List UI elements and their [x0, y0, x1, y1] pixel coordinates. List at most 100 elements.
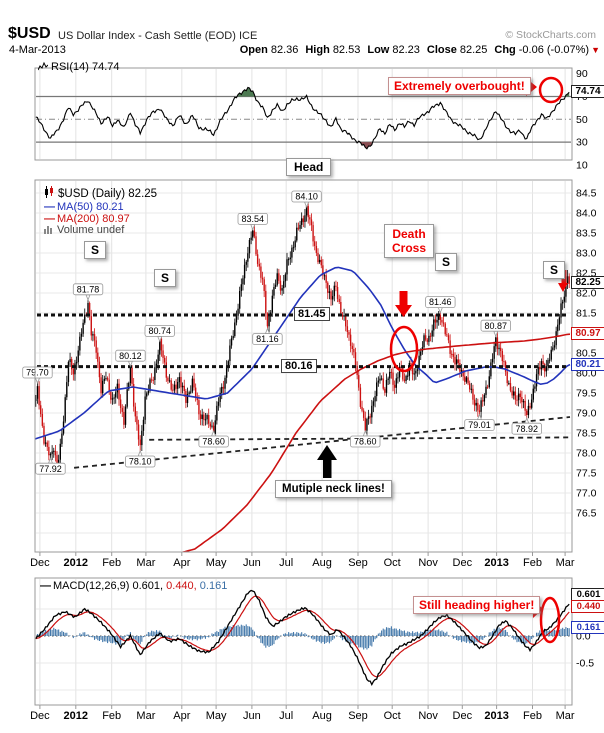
chart-title: US Dollar Index - Cash Settle (EOD) ICE [58, 30, 258, 42]
chg-value: -0.06 (-0.07%) [518, 44, 590, 56]
price-callout-label: 81.46 [429, 297, 452, 307]
stockcharts-credit: © StockCharts.com [505, 29, 596, 41]
price-callout [350, 435, 381, 448]
axis-label: 84.5 [576, 188, 597, 200]
ticker-symbol: $USD [8, 25, 51, 42]
right-shoulder-label: S [435, 253, 458, 271]
price-callout-label: 78.60 [202, 437, 225, 447]
price-callout-label: 79.70 [26, 368, 49, 378]
ma50-value-box: 80.21 [571, 358, 604, 371]
month-label: Mar [556, 710, 575, 722]
price-callout-label: 81.78 [77, 284, 100, 294]
quote-row: Open 82.36 High 82.53 Low 82.23 Close 82.25 Chg -… [233, 44, 600, 56]
rsi-line [35, 86, 570, 150]
axis-label: 83.5 [576, 228, 597, 240]
price-callout-label: 80.74 [149, 326, 172, 336]
low-value: 82.23 [392, 44, 420, 56]
ma200-legend-label: MA(200) 80.97 [57, 213, 130, 225]
month-label: 2013 [484, 710, 508, 722]
left-shoulder-label: S [84, 241, 107, 259]
price-callout [125, 455, 156, 468]
price-callout [115, 349, 146, 362]
rsi-zone-fill [238, 87, 255, 97]
axis-label: 84.0 [576, 208, 597, 220]
month-label: Feb [523, 710, 542, 722]
price-callout-label: 77.92 [39, 464, 62, 474]
price-callout-label: 80.87 [485, 321, 508, 331]
price-callout [480, 319, 511, 332]
macd-signal-value: 0.440, [166, 580, 197, 592]
ma50-legend: — MA(50) 80.21 [44, 201, 124, 213]
month-label: Aug [312, 557, 332, 569]
axis-label: 10 [576, 159, 588, 171]
month-label: Nov [418, 557, 438, 569]
price-callout-label: 81.16 [256, 334, 279, 344]
month-label: May [206, 557, 227, 569]
price-callout [425, 296, 456, 309]
ma200-line [180, 333, 571, 552]
month-label: 2012 [64, 557, 88, 569]
month-label: Jul [279, 710, 293, 722]
price-callout [291, 190, 322, 203]
volume-legend-label: Volume undef [57, 224, 125, 236]
axis-label: 83.0 [576, 248, 597, 260]
axis-label: 81.5 [576, 308, 597, 320]
month-label: Feb [523, 557, 542, 569]
price-callout [144, 324, 175, 337]
month-label: Mar [136, 710, 155, 722]
volume-bars-icon [44, 225, 54, 237]
price-legend-label: $USD (Daily) 82.25 [58, 188, 158, 200]
red-line-icon: — [44, 213, 55, 225]
month-label: 2012 [64, 710, 88, 722]
axis-label: 79.5 [576, 388, 597, 400]
month-label: Jun [243, 710, 261, 722]
axis-label: 78.0 [576, 448, 597, 460]
axis-label: 30 [576, 137, 588, 149]
axis-label: 76.5 [576, 508, 597, 520]
price-callout-label: 78.92 [516, 424, 539, 434]
candles-group [35, 199, 571, 552]
support-level-label: 80.16 [281, 359, 317, 373]
low-label: Low [367, 44, 390, 56]
month-label: Nov [418, 710, 438, 722]
rsi-highlight-circle [538, 76, 564, 104]
axis-label: 77.5 [576, 468, 597, 480]
axis-label: 82.0 [576, 288, 597, 300]
quote-date: 4-Mar-2013 [9, 44, 66, 56]
month-label: Dec [30, 710, 50, 722]
month-label: Mar [556, 557, 575, 569]
month-label: Sep [348, 557, 368, 569]
price-callout-label: 78.60 [354, 437, 377, 447]
axis-label: 77.0 [576, 488, 597, 500]
month-label: Apr [173, 557, 190, 569]
month-label: Feb [102, 710, 121, 722]
red-arrow-down-icon [395, 291, 412, 317]
macd-hist-box: 0.161 [571, 621, 604, 634]
month-label: Aug [312, 710, 332, 722]
ma200-legend: — MA(200) 80.97 [44, 213, 130, 225]
axis-label: 79.0 [576, 408, 597, 420]
price-callout [72, 283, 104, 296]
volume-legend: Volume undef [44, 224, 124, 237]
death-cross-annotation: Death Cross [384, 224, 434, 258]
down-triangle-icon: ▼ [591, 45, 600, 55]
rsi-legend: RSI(14) 74.74 [37, 61, 120, 74]
axis-label: -0.5 [576, 658, 594, 670]
macd-legend-label: MACD(12,26,9) [53, 580, 130, 592]
open-label: Open [239, 44, 268, 56]
month-label: Sep [348, 710, 368, 722]
rsi-legend-label: RSI(14) 74.74 [51, 61, 120, 73]
month-label: Feb [102, 557, 121, 569]
high-value: 82.53 [332, 44, 361, 56]
left-shoulder2-label: S [154, 269, 177, 287]
close-value: 82.25 [459, 44, 488, 56]
resistance-level-label: 81.45 [294, 307, 330, 321]
macd-signal-box: 0.440 [571, 600, 604, 613]
month-label: Dec [453, 710, 473, 722]
axis-label: 90 [576, 68, 588, 80]
price-callout-label: 78.10 [129, 457, 152, 467]
neck-lines-annotation: Mutiple neck lines! [275, 480, 392, 498]
month-label: Apr [173, 710, 190, 722]
